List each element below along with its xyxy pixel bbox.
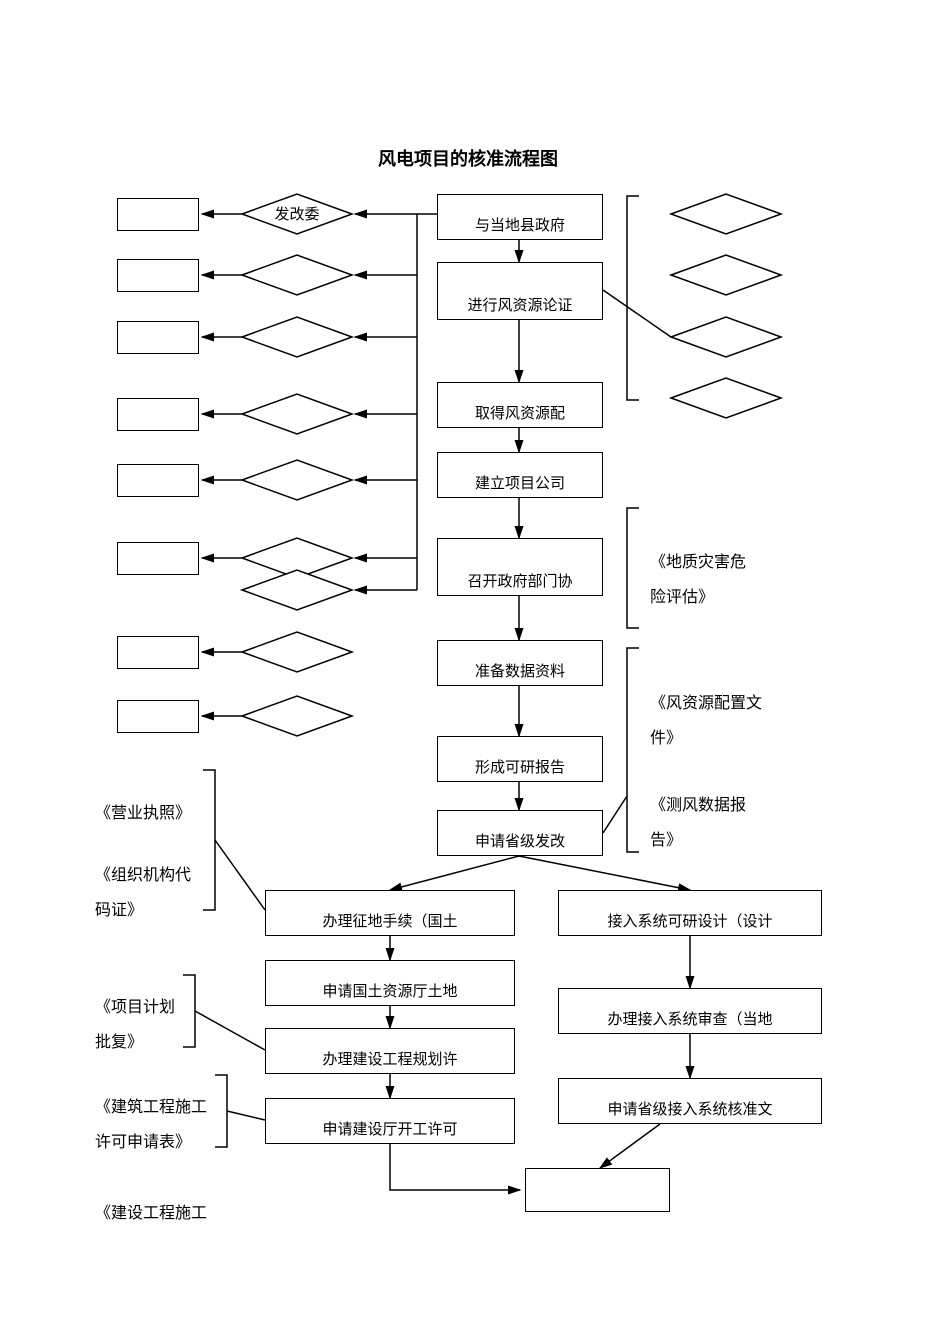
left-decision-6 [242, 570, 352, 610]
center-step-0: 与当地县政府 [437, 194, 603, 240]
lower-left-step-1: 申请国土资源厅土地 [265, 960, 515, 1006]
left-decision-2 [242, 317, 352, 357]
lower-left-step-0: 办理征地手续（国土 [265, 890, 515, 936]
right-annotation-2: 《测风数据报告》 [650, 788, 746, 858]
lower-right-step-2: 申请省级接入系统核准文 [558, 1078, 822, 1124]
right-decision-0 [671, 194, 781, 234]
final-box [525, 1168, 670, 1212]
left-decision-5 [242, 538, 352, 578]
page-title: 风电项目的核准流程图 [378, 145, 558, 171]
left-output-box-2 [117, 321, 199, 354]
center-step-2: 取得风资源配 [437, 382, 603, 428]
center-step-5: 准备数据资料 [437, 640, 603, 686]
left-decision-8 [242, 696, 352, 736]
center-step-6: 形成可研报告 [437, 736, 603, 782]
right-annotation-0: 《地质灾害危险评估》 [650, 545, 746, 615]
left-decision-7 [242, 632, 352, 672]
left-annotation-0: 《营业执照》 [95, 796, 191, 831]
svg-text:发改委: 发改委 [274, 206, 319, 223]
left-output-box-1 [117, 259, 199, 292]
left-annotation-3: 《建筑工程施工许可申请表》 [95, 1090, 207, 1160]
right-decision-1 [671, 255, 781, 295]
left-annotation-1: 《组织机构代码证》 [95, 858, 191, 928]
center-step-1: 进行风资源论证 [437, 262, 603, 320]
left-decision-0 [242, 194, 352, 234]
right-decision-2 [671, 317, 781, 357]
left-decision-3 [242, 394, 352, 434]
left-annotation-2: 《项目计划批复》 [95, 990, 175, 1060]
left-output-box-5 [117, 542, 199, 575]
center-step-7: 申请省级发改 [437, 810, 603, 856]
right-decision-3 [671, 378, 781, 418]
right-annotation-1: 《风资源配置文件》 [650, 686, 762, 756]
left-output-box-4 [117, 464, 199, 497]
lower-right-step-1: 办理接入系统审查（当地 [558, 988, 822, 1034]
lower-left-step-2: 办理建设工程规划许 [265, 1028, 515, 1074]
left-output-box-0 [117, 198, 199, 231]
left-output-box-6 [117, 636, 199, 669]
lower-right-step-0: 接入系统可研设计（设计 [558, 890, 822, 936]
left-decision-4 [242, 460, 352, 500]
left-output-box-7 [117, 700, 199, 733]
center-step-4: 召开政府部门协 [437, 538, 603, 596]
left-decision-1 [242, 255, 352, 295]
left-annotation-4: 《建设工程施工 [95, 1196, 207, 1231]
lower-left-step-3: 申请建设厅开工许可 [265, 1098, 515, 1144]
left-output-box-3 [117, 398, 199, 431]
center-step-3: 建立项目公司 [437, 452, 603, 498]
